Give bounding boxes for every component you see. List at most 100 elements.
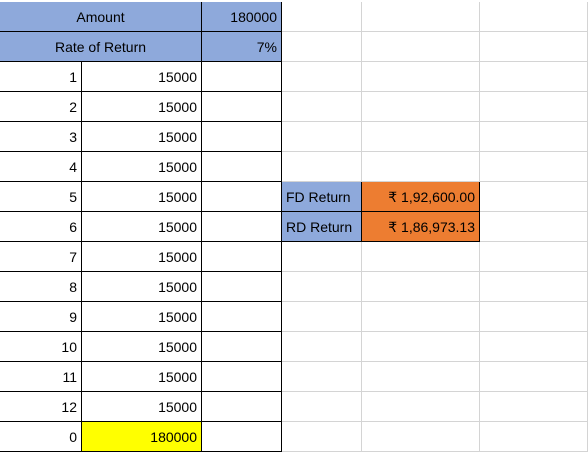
- rate-label-cell[interactable]: Rate of Return: [0, 32, 202, 62]
- installment-cell[interactable]: 15000: [82, 122, 202, 152]
- installment-cell[interactable]: 15000: [82, 272, 202, 302]
- empty-cell[interactable]: [480, 122, 588, 152]
- empty-cell[interactable]: [202, 152, 282, 182]
- amount-value-cell[interactable]: 180000: [202, 2, 282, 32]
- month-index-cell[interactable]: 7: [0, 242, 82, 272]
- empty-cell[interactable]: [362, 92, 480, 122]
- empty-cell[interactable]: [480, 272, 588, 302]
- empty-cell[interactable]: [362, 272, 480, 302]
- month-index-cell[interactable]: 2: [0, 92, 82, 122]
- empty-cell[interactable]: [480, 32, 588, 62]
- month-index-cell-text: 6: [69, 218, 77, 235]
- installment-cell[interactable]: 15000: [82, 392, 202, 422]
- installment-cell-text: 15000: [158, 398, 197, 415]
- month-index-cell-text: 11: [62, 368, 77, 385]
- empty-cell[interactable]: [480, 152, 588, 182]
- total-index-cell[interactable]: 0: [0, 422, 82, 452]
- empty-cell[interactable]: [202, 182, 282, 212]
- empty-cell[interactable]: [480, 332, 588, 362]
- month-index-cell[interactable]: 11: [0, 362, 82, 392]
- month-index-cell[interactable]: 4: [0, 152, 82, 182]
- installment-cell[interactable]: 15000: [82, 302, 202, 332]
- empty-cell[interactable]: [480, 212, 588, 242]
- installment-cell[interactable]: 15000: [82, 152, 202, 182]
- fd-return-label-cell[interactable]: FD Return: [282, 182, 362, 212]
- month-index-cell[interactable]: 1: [0, 62, 82, 92]
- empty-cell[interactable]: [362, 152, 480, 182]
- empty-cell[interactable]: [202, 242, 282, 272]
- installment-cell-text: 15000: [158, 308, 197, 325]
- month-index-cell[interactable]: 8: [0, 272, 82, 302]
- empty-cell[interactable]: [362, 32, 480, 62]
- installment-cell[interactable]: 15000: [82, 62, 202, 92]
- empty-cell[interactable]: [480, 92, 588, 122]
- empty-cell[interactable]: [282, 332, 362, 362]
- empty-cell[interactable]: [282, 152, 362, 182]
- empty-cell[interactable]: [362, 2, 480, 32]
- installment-cell[interactable]: 15000: [82, 212, 202, 242]
- month-index-cell[interactable]: 5: [0, 182, 82, 212]
- empty-cell[interactable]: [202, 422, 282, 452]
- amount-label-cell[interactable]: Amount: [0, 2, 202, 32]
- empty-cell[interactable]: [480, 242, 588, 272]
- empty-cell[interactable]: [480, 362, 588, 392]
- rd-return-value-cell[interactable]: ₹ 1,86,973.13: [362, 212, 480, 242]
- empty-cell[interactable]: [282, 122, 362, 152]
- installment-cell[interactable]: 15000: [82, 362, 202, 392]
- empty-cell[interactable]: [480, 302, 588, 332]
- rate-value-cell[interactable]: 7%: [202, 32, 282, 62]
- empty-cell[interactable]: [480, 182, 588, 212]
- month-index-cell[interactable]: 12: [0, 392, 82, 422]
- empty-cell[interactable]: [362, 242, 480, 272]
- empty-cell[interactable]: [282, 422, 362, 452]
- rd-return-label-cell[interactable]: RD Return: [282, 212, 362, 242]
- empty-cell[interactable]: [202, 212, 282, 242]
- empty-cell[interactable]: [282, 62, 362, 92]
- empty-cell[interactable]: [202, 362, 282, 392]
- fd-return-value-cell-text: ₹ 1,92,600.00: [388, 188, 475, 205]
- empty-cell[interactable]: [282, 92, 362, 122]
- installment-cell-text: 15000: [158, 368, 197, 385]
- month-index-cell[interactable]: 3: [0, 122, 82, 152]
- empty-cell[interactable]: [202, 332, 282, 362]
- installment-cell[interactable]: 15000: [82, 242, 202, 272]
- month-index-cell-text: 8: [69, 278, 77, 295]
- empty-cell[interactable]: [202, 392, 282, 422]
- empty-cell[interactable]: [362, 302, 480, 332]
- empty-cell[interactable]: [282, 362, 362, 392]
- empty-cell[interactable]: [282, 392, 362, 422]
- empty-cell[interactable]: [362, 122, 480, 152]
- empty-cell[interactable]: [282, 272, 362, 302]
- month-index-cell[interactable]: 9: [0, 302, 82, 332]
- fd-return-value-cell[interactable]: ₹ 1,92,600.00: [362, 182, 480, 212]
- empty-cell[interactable]: [480, 392, 588, 422]
- month-index-cell-text: 7: [69, 248, 77, 265]
- empty-cell[interactable]: [202, 62, 282, 92]
- empty-cell[interactable]: [202, 122, 282, 152]
- empty-cell[interactable]: [480, 62, 588, 92]
- empty-cell[interactable]: [202, 272, 282, 302]
- total-value-cell[interactable]: 180000: [82, 422, 202, 452]
- empty-cell[interactable]: [282, 2, 362, 32]
- month-index-cell[interactable]: 10: [0, 332, 82, 362]
- fd-return-label-cell-text: FD Return: [286, 188, 351, 205]
- empty-cell[interactable]: [480, 422, 588, 452]
- empty-cell[interactable]: [362, 392, 480, 422]
- installment-cell[interactable]: 15000: [82, 182, 202, 212]
- installment-cell[interactable]: 15000: [82, 92, 202, 122]
- empty-cell[interactable]: [202, 302, 282, 332]
- empty-cell[interactable]: [362, 422, 480, 452]
- month-index-cell[interactable]: 6: [0, 212, 82, 242]
- empty-cell[interactable]: [362, 362, 480, 392]
- empty-cell[interactable]: [362, 62, 480, 92]
- month-index-cell-text: 5: [69, 188, 77, 205]
- installment-cell[interactable]: 15000: [82, 332, 202, 362]
- empty-cell[interactable]: [480, 2, 588, 32]
- empty-cell[interactable]: [202, 92, 282, 122]
- empty-cell[interactable]: [282, 32, 362, 62]
- empty-cell[interactable]: [362, 332, 480, 362]
- empty-cell[interactable]: [282, 302, 362, 332]
- installment-cell-text: 15000: [158, 68, 197, 85]
- empty-cell[interactable]: [282, 242, 362, 272]
